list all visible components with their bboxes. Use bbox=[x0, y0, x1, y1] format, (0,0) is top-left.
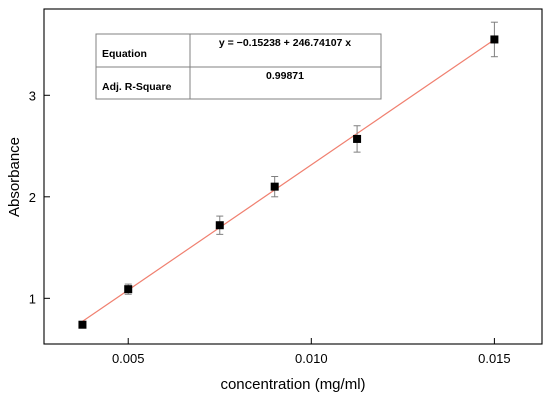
point-marker bbox=[124, 285, 133, 294]
point-marker bbox=[490, 35, 499, 44]
data-point bbox=[215, 215, 224, 235]
data-points bbox=[78, 21, 499, 329]
x-axis-title: concentration (mg/ml) bbox=[220, 376, 365, 393]
point-marker bbox=[270, 182, 279, 191]
fit-table-adj-r-square-label: Adj. R-Square bbox=[102, 81, 172, 93]
data-point bbox=[270, 176, 279, 198]
x-tick-label: 0.015 bbox=[478, 351, 511, 366]
y-tick-label: 2 bbox=[29, 190, 36, 205]
fit-line bbox=[82, 39, 495, 322]
data-point bbox=[124, 283, 133, 295]
y-tick-label: 3 bbox=[29, 88, 36, 103]
point-marker bbox=[78, 320, 87, 329]
fit-line-group bbox=[82, 39, 495, 322]
plot-frame bbox=[43, 8, 543, 345]
y-axis-title: Absorbance bbox=[6, 137, 23, 217]
point-marker bbox=[215, 221, 224, 230]
x-tick-label: 0.005 bbox=[112, 351, 145, 366]
axis-ticks: 0.005 0.010 0.015 1 2 3 bbox=[29, 88, 511, 366]
data-point bbox=[78, 320, 87, 329]
y-tick-label: 1 bbox=[29, 291, 36, 306]
point-marker bbox=[353, 134, 362, 143]
fit-table-adj-r-square-value: 0.99871 bbox=[266, 70, 304, 82]
data-point bbox=[490, 21, 499, 58]
data-point bbox=[353, 125, 362, 153]
x-tick-label: 0.010 bbox=[295, 351, 328, 366]
fit-table-equation-value: y = −0.15238 + 246.74107 x bbox=[219, 37, 351, 49]
fit-table-equation-label: Equation bbox=[102, 48, 147, 60]
fit-table: Equation y = −0.15238 + 246.74107 x Adj.… bbox=[95, 33, 382, 100]
